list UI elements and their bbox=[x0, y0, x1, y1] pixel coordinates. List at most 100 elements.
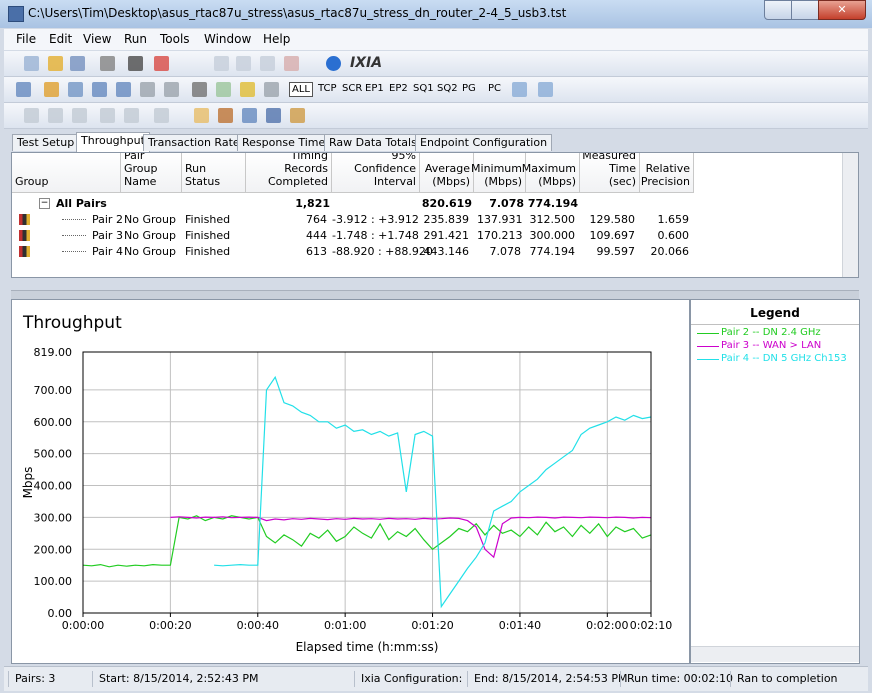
filter-button[interactable]: EP2 bbox=[389, 83, 408, 94]
column-header[interactable]: Maximum (Mbps) bbox=[522, 153, 580, 193]
toolbar-icon[interactable] bbox=[154, 56, 169, 71]
toolbar-icon[interactable] bbox=[218, 108, 233, 123]
tab[interactable]: Response Time bbox=[237, 134, 331, 151]
vertical-scrollbar[interactable] bbox=[842, 153, 858, 277]
cell: 99.597 bbox=[596, 245, 636, 258]
toolbar-icon[interactable] bbox=[92, 82, 107, 97]
cell: 291.421 bbox=[423, 229, 470, 242]
toolbar-icon[interactable] bbox=[214, 56, 229, 71]
y-tick-label: 0.00 bbox=[48, 607, 73, 620]
column-header[interactable]: Pair Group Name bbox=[121, 153, 182, 193]
column-header[interactable]: Run Status bbox=[182, 153, 246, 193]
legend-entry[interactable]: Pair 4 -- DN 5 GHz Ch153 bbox=[721, 353, 847, 364]
tab[interactable]: Raw Data Totals bbox=[324, 134, 422, 151]
close-button[interactable]: ✕ bbox=[818, 0, 866, 20]
toolbar-icon[interactable] bbox=[70, 56, 85, 71]
menu-item[interactable]: Run bbox=[124, 32, 148, 46]
filter-button[interactable]: SQ1 bbox=[413, 83, 434, 94]
toolbar-icon[interactable] bbox=[164, 82, 179, 97]
status-field: Ixia Configuration: bbox=[354, 671, 462, 687]
toolbar-icon[interactable] bbox=[16, 82, 31, 97]
cell: 7.078 bbox=[489, 245, 522, 258]
column-header[interactable]: Relative Precision bbox=[640, 153, 694, 193]
toolbar-icon[interactable] bbox=[68, 82, 83, 97]
status-field: Start: 8/15/2014, 2:52:43 PM bbox=[92, 671, 259, 687]
help-icon[interactable] bbox=[326, 56, 341, 71]
status-field: Ran to completion bbox=[730, 671, 838, 687]
filter-button[interactable]: PC bbox=[488, 83, 502, 94]
column-header[interactable]: Measured Time (sec) bbox=[580, 153, 640, 193]
y-tick-label: 200.00 bbox=[34, 543, 73, 556]
toolbar-icon[interactable] bbox=[124, 108, 139, 123]
status-field: Pairs: 3 bbox=[8, 671, 55, 687]
legend-entry[interactable]: Pair 2 -- DN 2.4 GHz bbox=[721, 327, 821, 338]
toolbar-icon[interactable] bbox=[290, 108, 305, 123]
collapse-box[interactable]: − bbox=[39, 198, 50, 209]
toolbar-icon[interactable] bbox=[192, 82, 207, 97]
pair-icon bbox=[19, 230, 30, 241]
toolbar-icon[interactable] bbox=[266, 108, 281, 123]
tab[interactable]: Transaction Rate bbox=[143, 134, 245, 151]
column-header[interactable]: Group bbox=[12, 153, 121, 193]
column-header[interactable]: Timing Records Completed bbox=[246, 153, 332, 193]
legend-swatch bbox=[697, 333, 719, 334]
toolbar-icon[interactable] bbox=[284, 56, 299, 71]
splitter[interactable] bbox=[11, 290, 859, 299]
filter-button[interactable]: SQ2 bbox=[437, 83, 458, 94]
toolbar-icon[interactable] bbox=[24, 108, 39, 123]
cell: -1.748 : +1.748 bbox=[332, 229, 419, 242]
filter-button[interactable]: PG bbox=[462, 83, 476, 94]
y-tick-label: 500.00 bbox=[34, 448, 73, 461]
maximize-button[interactable] bbox=[791, 0, 819, 20]
toolbar-icon[interactable] bbox=[194, 108, 209, 123]
tab[interactable]: Endpoint Configuration bbox=[415, 134, 553, 151]
filter-button[interactable]: EP1 bbox=[365, 83, 384, 94]
filter-button[interactable]: ALL bbox=[289, 82, 313, 97]
column-header[interactable]: 95% Confidence Interval bbox=[332, 153, 420, 193]
toolbar-icon[interactable] bbox=[154, 108, 169, 123]
title-bar: C:\Users\Tim\Desktop\asus_rtac87u_stress… bbox=[0, 0, 872, 28]
tab[interactable]: Throughput bbox=[76, 132, 150, 152]
status-field: Run time: 00:02:10 bbox=[620, 671, 733, 687]
toolbar-icon[interactable] bbox=[44, 82, 59, 97]
status-field: End: 8/15/2014, 2:54:53 PM bbox=[467, 671, 628, 687]
toolbar-icon[interactable] bbox=[140, 82, 155, 97]
toolbar-icon[interactable] bbox=[48, 108, 63, 123]
toolbar-icon[interactable] bbox=[260, 56, 275, 71]
toolbar-icon[interactable] bbox=[24, 56, 39, 71]
pair-name: Pair 4 bbox=[92, 245, 123, 258]
menu-item[interactable]: Window bbox=[204, 32, 252, 46]
toolbar-icon[interactable] bbox=[72, 108, 87, 123]
column-header[interactable]: Minimum (Mbps) bbox=[471, 153, 526, 193]
x-tick-label: 0:01:00 bbox=[324, 619, 366, 632]
toolbar-icon[interactable] bbox=[48, 56, 63, 71]
menu-item[interactable]: View bbox=[83, 32, 112, 46]
toolbar-icon[interactable] bbox=[512, 82, 527, 97]
toolbar-icon[interactable] bbox=[236, 56, 251, 71]
y-tick-label: 700.00 bbox=[34, 384, 73, 397]
filter-button[interactable]: TCP bbox=[318, 83, 337, 94]
legend-entry[interactable]: Pair 3 -- WAN > LAN bbox=[721, 340, 822, 351]
menu-item[interactable]: File bbox=[16, 32, 37, 46]
toolbar-icon[interactable] bbox=[128, 56, 143, 71]
menu-item[interactable]: Edit bbox=[49, 32, 73, 46]
toolbar-icon[interactable] bbox=[264, 82, 279, 97]
toolbar-icon[interactable] bbox=[240, 82, 255, 97]
menu-item[interactable]: Tools bbox=[160, 32, 190, 46]
y-tick-label: 600.00 bbox=[34, 416, 73, 429]
toolbar-icon[interactable] bbox=[538, 82, 553, 97]
tab[interactable]: Test Setup bbox=[12, 134, 80, 151]
toolbar-icon[interactable] bbox=[242, 108, 257, 123]
menu-bar: File Edit View Run Tools Window Help bbox=[4, 29, 868, 50]
toolbar-icon[interactable] bbox=[116, 82, 131, 97]
toolbar-icon[interactable] bbox=[100, 56, 115, 71]
toolbar-icon[interactable] bbox=[216, 82, 231, 97]
tree-line bbox=[62, 251, 86, 252]
y-tick-label: 400.00 bbox=[34, 480, 73, 493]
column-header[interactable]: Average (Mbps) bbox=[420, 153, 474, 193]
horizontal-scrollbar[interactable] bbox=[691, 646, 859, 662]
menu-item[interactable]: Help bbox=[263, 32, 291, 46]
minimize-button[interactable] bbox=[764, 0, 792, 20]
filter-button[interactable]: SCR bbox=[342, 83, 363, 94]
toolbar-icon[interactable] bbox=[100, 108, 115, 123]
